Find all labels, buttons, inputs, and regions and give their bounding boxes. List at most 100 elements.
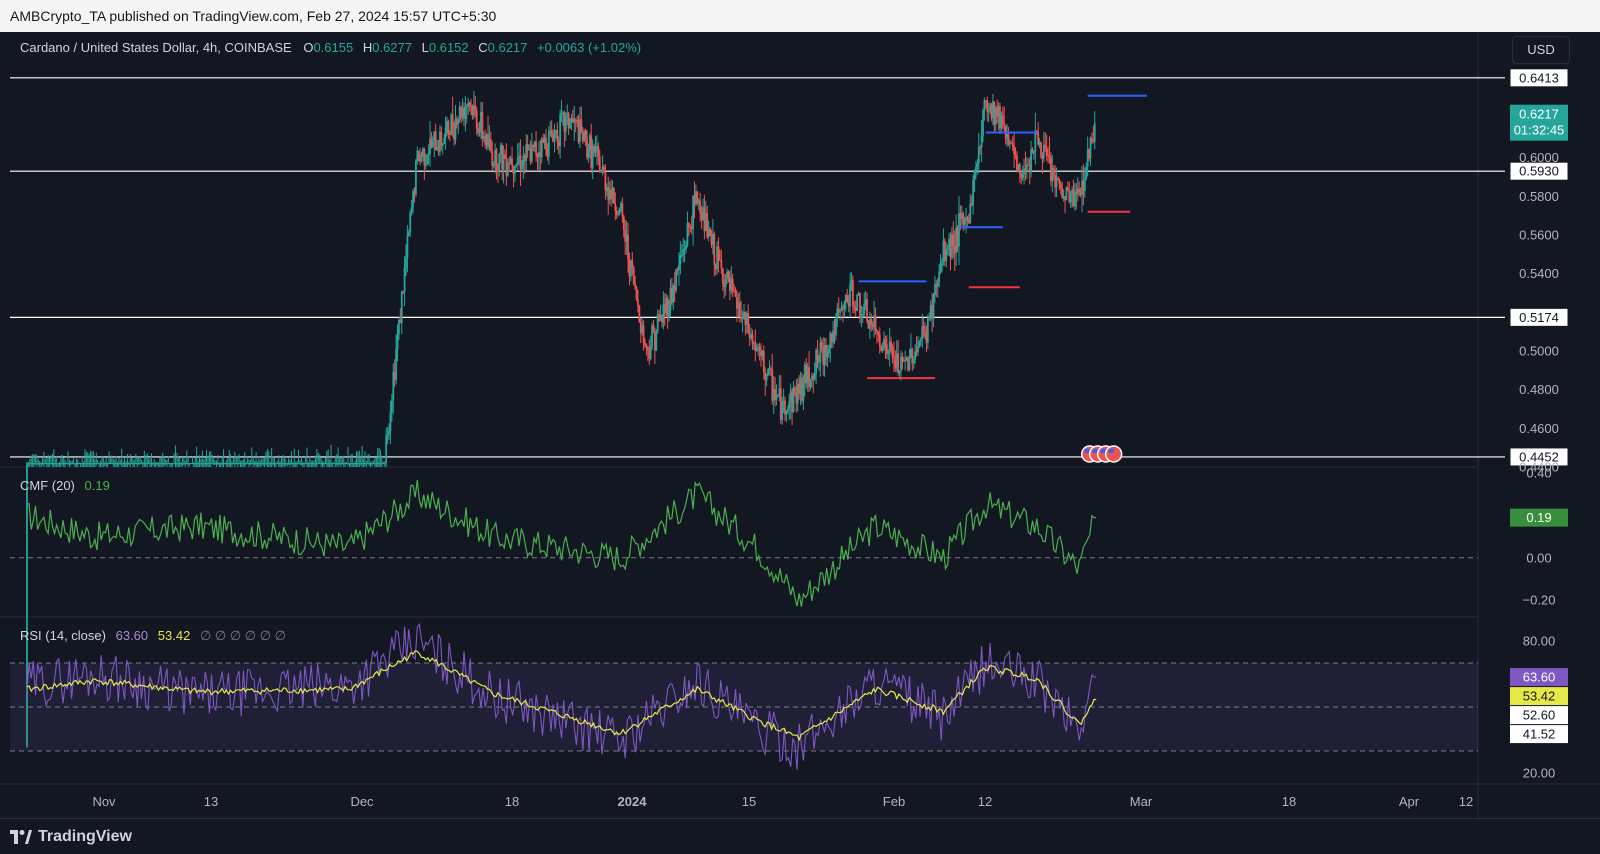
candle-body <box>146 463 149 465</box>
candle <box>50 455 52 465</box>
candle <box>431 135 434 149</box>
candle <box>786 405 789 415</box>
levels-layer <box>10 77 1505 458</box>
candle <box>79 462 82 467</box>
chart-area[interactable]: 0.6413 0.5930 0.5174 0.4452 0.6000 0.5800 0.56… <box>0 32 1600 818</box>
candle-body <box>778 388 781 396</box>
candle-body <box>540 138 543 158</box>
chart-svg[interactable]: 0.64130.59300.51740.44520.60000.58000.56… <box>0 32 1600 818</box>
candle <box>1008 139 1011 150</box>
candle <box>402 290 405 295</box>
candle <box>215 460 218 467</box>
candle <box>1092 125 1095 144</box>
candle <box>297 449 300 465</box>
candle <box>1018 162 1021 183</box>
candle-body <box>482 136 485 139</box>
candle <box>533 140 536 153</box>
candle-body <box>461 108 464 118</box>
candle-body <box>150 463 153 465</box>
candle <box>805 357 808 389</box>
candle-body <box>201 463 204 465</box>
candle-body <box>723 283 726 288</box>
candle <box>65 462 68 465</box>
candle-body <box>1025 164 1028 172</box>
candle <box>683 240 686 263</box>
candle <box>313 460 315 467</box>
candle <box>994 105 997 132</box>
candle-body <box>621 203 624 217</box>
candle <box>649 335 652 361</box>
candle <box>181 456 184 467</box>
candle <box>989 102 991 114</box>
candle <box>987 102 990 123</box>
candle-body <box>390 400 393 412</box>
candle-body <box>345 463 348 465</box>
candle <box>802 374 805 411</box>
candle-body <box>761 350 764 357</box>
candle-body <box>887 351 890 355</box>
candle <box>577 114 580 145</box>
candle-body <box>963 218 966 225</box>
candle-body <box>829 333 832 349</box>
candle-body <box>590 135 593 168</box>
candle <box>499 142 502 163</box>
candle-body <box>809 380 812 387</box>
candle <box>743 304 745 320</box>
candle <box>474 96 477 118</box>
candle <box>676 267 679 276</box>
candle <box>491 141 494 171</box>
candle <box>299 459 301 466</box>
candle-body <box>772 388 775 401</box>
candle-body <box>1024 168 1027 172</box>
candle-body <box>403 267 406 292</box>
candle-body <box>84 463 86 465</box>
candle <box>935 279 938 298</box>
candle <box>707 220 710 242</box>
candle-body <box>484 136 487 145</box>
candle <box>547 126 550 165</box>
candle-body <box>1079 191 1082 196</box>
candle-body <box>357 463 359 465</box>
candle <box>686 211 689 248</box>
candle <box>454 105 457 145</box>
candle-body <box>232 463 235 465</box>
candle <box>1023 158 1025 185</box>
tradingview-logo[interactable]: TradingView <box>10 828 132 846</box>
us-flag-canton <box>1092 449 1098 453</box>
candle-body <box>102 463 105 465</box>
candle <box>327 449 330 467</box>
candle-body <box>717 246 720 260</box>
candle-body <box>625 234 628 242</box>
candle-body <box>644 342 646 345</box>
candle <box>308 456 311 467</box>
candle <box>164 459 167 466</box>
candle-body <box>389 411 392 431</box>
candle <box>665 293 668 317</box>
candle <box>420 151 423 163</box>
candle <box>219 462 222 467</box>
candle-body <box>35 463 38 465</box>
candle <box>133 460 136 467</box>
candle <box>69 461 72 466</box>
candle <box>984 100 987 109</box>
candle-body <box>673 285 676 291</box>
candle-body <box>359 463 362 465</box>
candle-body <box>999 106 1001 129</box>
candle-body <box>456 118 458 125</box>
candle <box>972 175 975 215</box>
candle-body <box>570 117 573 121</box>
candle-body <box>274 463 277 465</box>
candle-body <box>1066 187 1069 191</box>
candle-body <box>994 107 997 125</box>
candle-body <box>372 463 375 465</box>
candle-body <box>532 144 535 147</box>
candle <box>970 195 973 207</box>
candle-body <box>1018 164 1021 174</box>
candle <box>921 313 924 348</box>
candle-body <box>567 113 570 129</box>
candle-body <box>670 288 673 303</box>
candle-body <box>208 463 211 465</box>
currency-button[interactable]: USD <box>1512 36 1570 64</box>
candle-body <box>678 264 680 271</box>
candle <box>488 125 491 152</box>
